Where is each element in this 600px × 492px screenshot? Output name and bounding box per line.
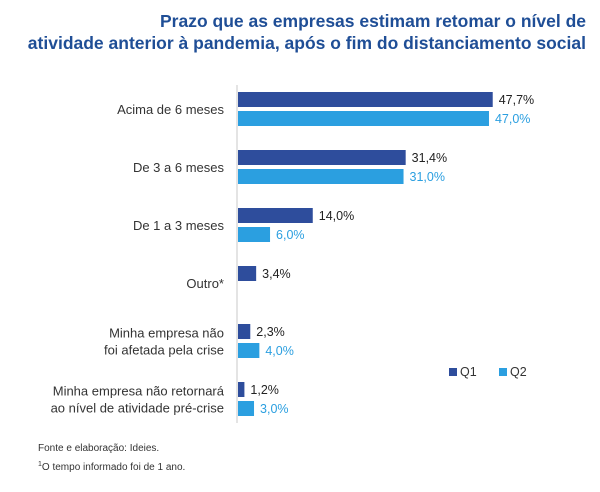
bar-q1: [238, 92, 493, 107]
bar-q1: [238, 150, 406, 165]
data-label-q1: 31,4%: [412, 151, 447, 165]
footnote-source: Fonte e elaboração: Ideies.: [38, 443, 160, 454]
bar-q2: [238, 401, 255, 416]
chart-title: Prazo que as empresas estimam retomar o …: [20, 10, 586, 54]
data-label-q1: 1,2%: [250, 383, 279, 397]
category-label: foi afetada pela crise: [104, 343, 224, 358]
data-label-q2: 3,0%: [260, 402, 289, 416]
bar-q2: [238, 169, 404, 184]
bar-q1: [238, 324, 251, 339]
legend-swatch-q2: [499, 368, 507, 376]
data-label-q2: 6,0%: [276, 228, 305, 242]
bar-q1: [238, 208, 313, 223]
data-label-q2: 47,0%: [495, 112, 530, 126]
category-label: Minha empresa não retornará: [53, 384, 225, 399]
category-label: Minha empresa não: [109, 326, 224, 341]
bar-q1: [238, 266, 257, 281]
data-label-q2: 31,0%: [410, 170, 445, 184]
bar-q2: [238, 343, 260, 358]
footnote-superscript: 1: [38, 461, 42, 468]
data-label-q1: 47,7%: [499, 93, 534, 107]
data-label-q2: 4,0%: [265, 344, 294, 358]
data-label-q1: 3,4%: [262, 267, 291, 281]
bar-q2: [238, 227, 271, 242]
bar-q2: [238, 111, 489, 126]
footnote-note-text: O tempo informado foi de 1 ano.: [41, 462, 186, 473]
bar-q1: [238, 382, 245, 397]
footnote-note: 1O tempo informado foi de 1 ano.: [38, 458, 185, 475]
data-label-q1: 2,3%: [256, 325, 285, 339]
legend-label-q1: Q1: [460, 365, 477, 379]
legend-swatch-q1: [449, 368, 457, 376]
category-label: Acima de 6 meses: [117, 102, 224, 117]
chart-title-line-2: atividade anterior à pandemia, após o fi…: [27, 33, 586, 53]
category-label: De 3 a 6 meses: [133, 160, 225, 175]
legend-label-q2: Q2: [510, 365, 527, 379]
category-label: De 1 a 3 meses: [133, 218, 225, 233]
data-label-q1: 14,0%: [319, 209, 354, 223]
category-label: ao nível de atividade pré-crise: [51, 401, 224, 416]
category-label: Outro*: [186, 276, 224, 291]
chart-title-line-1: Prazo que as empresas estimam retomar o …: [159, 11, 586, 31]
